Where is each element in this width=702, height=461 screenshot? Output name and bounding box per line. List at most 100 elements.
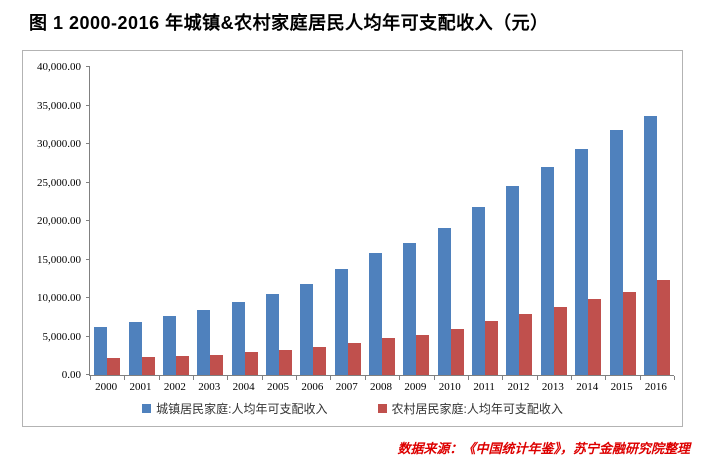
x-tick-label: 2008 — [370, 381, 393, 393]
y-tick-label: 35,000.00 — [37, 99, 81, 112]
bar-group-2004 — [227, 67, 261, 375]
bar-group-2009 — [399, 67, 433, 375]
bar-group-2011 — [468, 67, 502, 375]
y-tick-mark — [86, 181, 90, 183]
bar-urban-2015 — [609, 130, 623, 375]
bar-urban-2002 — [162, 316, 176, 375]
bar-group-2013 — [537, 67, 571, 375]
y-tick-label: 15,000.00 — [37, 253, 81, 266]
y-tick-mark — [86, 297, 90, 298]
bar-rural-2013 — [553, 307, 567, 375]
y-tick-label: 10,000.00 — [37, 292, 81, 304]
x-tick-mark — [502, 376, 504, 380]
source-note: 数据来源：《中国统计年鉴》，苏宁金融研究院整理 — [397, 441, 690, 456]
bar-urban-2011 — [472, 207, 486, 375]
x-tick-label: 2011 — [473, 381, 495, 393]
x-tick-label: 2004 — [232, 381, 255, 393]
bar-rural-2001 — [141, 357, 155, 375]
y-tick-mark — [86, 374, 90, 375]
bar-urban-2013 — [540, 167, 554, 375]
x-tick-label: 2015 — [610, 381, 633, 393]
x-axis-labels: 2000 2001 2002 2003 2004 2005 2006 2007 2008 2009… — [89, 381, 673, 393]
x-tick-label: 2009 — [404, 381, 427, 393]
legend-swatch-urban-icon — [142, 404, 152, 413]
bar-urban-2003 — [197, 310, 211, 375]
legend-label-rural: 农村居民家庭:人均年可支配收入 — [391, 402, 563, 416]
x-tick-mark — [364, 376, 366, 380]
y-tick-mark — [86, 104, 90, 106]
bar-group-2002 — [159, 67, 193, 375]
bar-group-2010 — [434, 67, 468, 375]
x-tick-mark — [90, 376, 91, 380]
bar-rural-2008 — [382, 338, 396, 375]
bar-rural-2011 — [485, 321, 499, 375]
bar-rural-2010 — [450, 329, 464, 375]
y-tick-mark — [86, 335, 90, 337]
bar-rural-2000 — [107, 358, 121, 375]
bar-rural-2009 — [416, 335, 430, 375]
x-tick-label: 2000 — [95, 381, 118, 393]
bar-urban-2016 — [643, 116, 657, 375]
y-tick-label: 25,000.00 — [37, 176, 81, 189]
bar-group-2005 — [262, 67, 296, 375]
x-tick-mark — [605, 376, 607, 380]
x-tick-label: 2001 — [129, 381, 152, 393]
x-tick-mark — [296, 376, 298, 380]
bar-urban-2005 — [265, 294, 279, 375]
bar-group-2014 — [571, 67, 605, 375]
chart-frame: 0.00 5,000.00 10,000.00 15,000.00 20,000.00 2… — [22, 50, 683, 427]
x-tick-mark — [124, 376, 126, 380]
plot-area — [86, 66, 675, 380]
bar-rural-2012 — [519, 314, 533, 375]
x-tick-mark — [227, 376, 229, 380]
y-tick-label: 5,000.00 — [42, 330, 82, 343]
bar-rural-2007 — [347, 343, 361, 375]
bar-urban-2006 — [300, 284, 314, 375]
bar-urban-2000 — [94, 327, 108, 375]
y-tick-label: 20,000.00 — [37, 215, 81, 227]
x-tick-label: 2012 — [507, 381, 530, 393]
bar-rural-2014 — [588, 299, 602, 375]
y-tick-label: 0.00 — [61, 369, 81, 381]
bar-rural-2015 — [622, 292, 636, 375]
bar-urban-2014 — [575, 149, 589, 375]
bar-group-2015 — [605, 67, 639, 375]
bar-group-2012 — [502, 67, 536, 375]
x-tick-label: 2007 — [335, 381, 358, 393]
x-tick-mark — [261, 376, 263, 380]
bar-urban-2010 — [437, 228, 451, 375]
bar-urban-2007 — [334, 269, 348, 375]
bar-group-2001 — [124, 67, 158, 375]
bar-rural-2005 — [278, 350, 292, 375]
x-tick-label: 2010 — [438, 381, 461, 393]
bar-group-2006 — [296, 67, 330, 375]
x-tick-label: 2016 — [644, 381, 667, 393]
y-tick-mark — [86, 258, 90, 260]
y-tick-label: 40,000.00 — [37, 61, 81, 73]
y-axis-labels: 0.00 5,000.00 10,000.00 15,000.00 20,000.00 2… — [23, 61, 83, 381]
x-tick-mark — [639, 376, 641, 380]
y-tick-mark — [86, 143, 90, 144]
x-tick-mark — [570, 376, 572, 380]
bar-group-2003 — [193, 67, 227, 375]
x-tick-mark — [399, 376, 401, 380]
x-tick-label: 2002 — [163, 381, 186, 393]
bar-group-2016 — [640, 67, 674, 375]
x-tick-mark — [158, 376, 160, 380]
x-tick-label: 2014 — [576, 381, 599, 393]
bar-rural-2002 — [175, 356, 189, 375]
y-tick-mark — [86, 66, 90, 67]
x-tick-mark — [674, 376, 675, 380]
bar-group-2008 — [365, 67, 399, 375]
x-tick-mark — [330, 376, 332, 380]
chart-title: 图 1 2000-2016 年城镇&农村家庭居民人均年可支配收入（元） — [29, 13, 549, 33]
bar-urban-2008 — [369, 253, 383, 375]
x-tick-label: 2006 — [301, 381, 324, 393]
legend-item-urban: 城镇居民家庭:人均年可支配收入 — [142, 400, 328, 417]
bar-urban-2004 — [231, 302, 245, 375]
bar-rural-2006 — [313, 347, 327, 375]
bar-rural-2016 — [656, 280, 670, 375]
x-tick-label: 2005 — [266, 381, 289, 393]
x-tick-mark — [433, 376, 435, 380]
